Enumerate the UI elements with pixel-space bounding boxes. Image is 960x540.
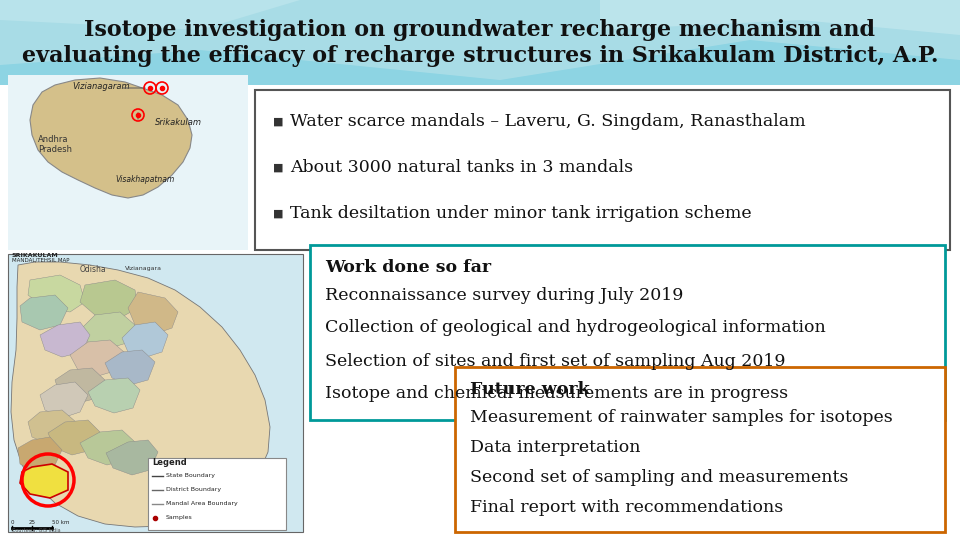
- Polygon shape: [18, 437, 62, 472]
- Text: Water scarce mandals – Laveru, G. Singdam, Ranasthalam: Water scarce mandals – Laveru, G. Singda…: [290, 113, 805, 131]
- Text: 0: 0: [11, 520, 13, 525]
- Polygon shape: [600, 0, 960, 35]
- Text: MANDAL/TEHSIL MAP: MANDAL/TEHSIL MAP: [12, 257, 69, 262]
- Bar: [310, 245, 945, 420]
- Text: Andhra
Pradesh: Andhra Pradesh: [38, 134, 72, 154]
- Text: District Boundary: District Boundary: [166, 488, 221, 492]
- Polygon shape: [82, 312, 135, 348]
- Text: Future work: Future work: [470, 381, 589, 397]
- Text: Selection of sites and first set of sampling Aug 2019: Selection of sites and first set of samp…: [325, 353, 785, 369]
- Text: ■: ■: [273, 117, 283, 127]
- Text: Data interpretation: Data interpretation: [470, 438, 640, 456]
- Text: ■: ■: [273, 209, 283, 219]
- Text: Srikakulam: Srikakulam: [155, 118, 202, 127]
- Text: ■: ■: [273, 163, 283, 173]
- Polygon shape: [80, 430, 135, 465]
- Text: Legend: Legend: [152, 458, 187, 467]
- Text: Isotope investigation on groundwater recharge mechanism and
evaluating the effic: Isotope investigation on groundwater rec…: [22, 19, 938, 67]
- Text: Measurement of rainwater samples for isotopes: Measurement of rainwater samples for iso…: [470, 408, 893, 426]
- Polygon shape: [28, 410, 76, 445]
- Polygon shape: [106, 440, 158, 475]
- Text: Final report with recommendations: Final report with recommendations: [470, 498, 783, 516]
- Polygon shape: [20, 295, 68, 330]
- Bar: [148, 458, 286, 530]
- Polygon shape: [28, 275, 85, 312]
- Text: Vizianagaram: Vizianagaram: [72, 82, 130, 91]
- Polygon shape: [0, 0, 960, 85]
- Text: Samples: Samples: [166, 516, 193, 521]
- Polygon shape: [20, 464, 68, 498]
- Polygon shape: [30, 78, 192, 198]
- Text: Reconnaissance survey during July 2019: Reconnaissance survey during July 2019: [325, 287, 684, 303]
- Text: 25: 25: [29, 520, 36, 525]
- Bar: [8, 75, 248, 250]
- Text: 50 km: 50 km: [52, 520, 69, 525]
- Polygon shape: [0, 0, 960, 80]
- Polygon shape: [80, 280, 138, 318]
- Text: Collection of geological and hydrogeological information: Collection of geological and hydrogeolog…: [325, 320, 826, 336]
- Polygon shape: [55, 368, 105, 403]
- Text: Second set of sampling and measurements: Second set of sampling and measurements: [470, 469, 849, 485]
- Bar: [8, 254, 303, 532]
- Polygon shape: [48, 420, 100, 455]
- Bar: [255, 90, 950, 250]
- Polygon shape: [11, 262, 270, 527]
- Text: Courtesia: GIS India: Courtesia: GIS India: [12, 528, 60, 533]
- Text: Odisha: Odisha: [80, 265, 107, 274]
- Text: Tank desiltation under minor tank irrigation scheme: Tank desiltation under minor tank irriga…: [290, 206, 752, 222]
- Text: About 3000 natural tanks in 3 mandals: About 3000 natural tanks in 3 mandals: [290, 159, 634, 177]
- Text: Mandal Area Boundary: Mandal Area Boundary: [166, 502, 238, 507]
- Text: State Boundary: State Boundary: [166, 474, 215, 478]
- Text: Work done so far: Work done so far: [325, 259, 492, 275]
- Polygon shape: [88, 378, 140, 413]
- Text: Vizianagara: Vizianagara: [125, 266, 162, 271]
- Polygon shape: [105, 350, 155, 385]
- Text: Visakhapatnam: Visakhapatnam: [115, 175, 175, 184]
- Polygon shape: [0, 0, 300, 30]
- Polygon shape: [40, 322, 90, 357]
- Polygon shape: [122, 322, 168, 358]
- Polygon shape: [70, 340, 124, 376]
- Polygon shape: [128, 292, 178, 335]
- Bar: [455, 367, 945, 532]
- Text: Isotope and chemical measurements are in progress: Isotope and chemical measurements are in…: [325, 386, 788, 402]
- Text: Bay of
Bengal: Bay of Bengal: [203, 473, 228, 486]
- Text: SRIKAKULAM: SRIKAKULAM: [12, 253, 59, 258]
- Polygon shape: [40, 382, 88, 418]
